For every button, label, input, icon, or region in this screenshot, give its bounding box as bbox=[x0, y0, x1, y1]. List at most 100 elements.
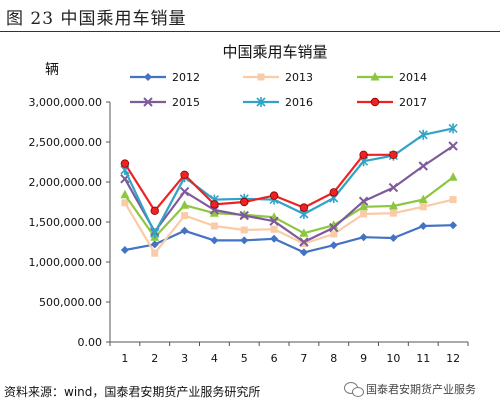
legend-label: 2015 bbox=[172, 96, 200, 109]
data-point-2012 bbox=[359, 233, 368, 242]
data-point-2013 bbox=[210, 222, 218, 230]
y-tick-label: 1,000,000.00 bbox=[29, 256, 102, 269]
legend-item-2013: 2013 bbox=[243, 71, 313, 84]
legend-label: 2016 bbox=[285, 96, 313, 109]
legend-swatch-marker bbox=[257, 73, 265, 81]
legend-swatch-marker bbox=[370, 72, 380, 81]
data-point-2017 bbox=[180, 170, 189, 179]
legend-item-2012: 2012 bbox=[130, 71, 200, 84]
source-note: 资料来源：wind，国泰君安期货产业服务研究所 bbox=[4, 385, 261, 399]
data-point-2017 bbox=[389, 150, 398, 159]
data-point-2016 bbox=[448, 123, 458, 134]
series-line-2013 bbox=[123, 198, 454, 255]
series-layer bbox=[120, 123, 458, 257]
data-point-2016 bbox=[418, 129, 428, 140]
data-point-2012 bbox=[150, 240, 159, 249]
data-point-2013 bbox=[151, 249, 159, 257]
data-point-2017 bbox=[329, 188, 338, 197]
legend-item-2017: 2017 bbox=[357, 96, 427, 109]
data-point-2012 bbox=[389, 234, 398, 242]
line-chart: 中国乘用车销量 辆 2012 2013 2014 2015 2016 2017 0.00 5… bbox=[29, 43, 469, 365]
data-point-2013 bbox=[270, 225, 278, 233]
data-point-2013 bbox=[389, 209, 397, 217]
y-tick-label: 3,000,000.00 bbox=[29, 96, 102, 109]
data-point-2017 bbox=[120, 159, 130, 168]
data-point-2017 bbox=[299, 203, 309, 212]
legend-label: 2014 bbox=[399, 71, 427, 84]
watermark-text: 国泰君安期货产业服务 bbox=[366, 383, 476, 396]
legend-label: 2013 bbox=[285, 71, 313, 84]
chart-title: 中国乘用车销量 bbox=[222, 43, 327, 61]
data-point-2017 bbox=[150, 206, 159, 215]
series-line-2015 bbox=[123, 145, 454, 244]
legend: 2012 2013 2014 2015 2016 2017 bbox=[130, 71, 427, 109]
series-2015 bbox=[120, 141, 458, 247]
data-point-2017 bbox=[359, 150, 368, 159]
legend-item-2016: 2016 bbox=[243, 96, 313, 109]
data-point-2015 bbox=[448, 141, 458, 151]
x-tick-label: 4 bbox=[211, 352, 218, 365]
data-point-2012 bbox=[449, 221, 458, 230]
x-tick-label: 6 bbox=[271, 352, 278, 365]
legend-label: 2012 bbox=[172, 71, 200, 84]
x-tick-label: 9 bbox=[360, 352, 367, 365]
figure-caption: 图 23 中国乘用车销量 bbox=[6, 9, 187, 29]
data-point-2014 bbox=[418, 194, 428, 204]
legend-item-2015: 2015 bbox=[130, 96, 200, 109]
x-tick-label: 3 bbox=[181, 352, 188, 365]
y-tick-label: 1,500,000.00 bbox=[29, 216, 102, 229]
series-line-2016 bbox=[123, 127, 454, 235]
data-point-2014 bbox=[448, 172, 458, 181]
data-point-2013 bbox=[181, 212, 189, 220]
series-line-2014 bbox=[124, 176, 454, 239]
data-point-2013 bbox=[449, 196, 457, 204]
data-point-2014 bbox=[180, 200, 190, 209]
series-line-2017 bbox=[123, 153, 394, 212]
data-point-2017 bbox=[210, 200, 219, 209]
data-point-2012 bbox=[329, 241, 338, 250]
x-tick-label: 7 bbox=[300, 352, 307, 365]
legend-item-2014: 2014 bbox=[357, 71, 427, 84]
legend-swatch-marker bbox=[370, 97, 380, 107]
y-tick-label: 2,500,000.00 bbox=[29, 136, 102, 149]
watermark bbox=[340, 378, 496, 402]
data-point-2015 bbox=[388, 182, 399, 193]
series-2013 bbox=[121, 196, 457, 257]
series-2012 bbox=[120, 221, 458, 257]
data-point-2013 bbox=[240, 226, 248, 234]
y-tick-label: 2,000,000.00 bbox=[29, 176, 102, 189]
data-point-2015 bbox=[418, 161, 428, 171]
y-axis-unit-label: 辆 bbox=[45, 62, 59, 78]
data-point-2017 bbox=[240, 197, 249, 207]
data-point-2012 bbox=[270, 234, 279, 243]
x-tick-label: 8 bbox=[330, 352, 337, 365]
data-point-2013 bbox=[419, 203, 427, 211]
series-line-2012 bbox=[124, 224, 454, 254]
data-point-2012 bbox=[180, 226, 189, 235]
data-point-2012 bbox=[240, 236, 249, 245]
legend-label: 2017 bbox=[399, 96, 427, 109]
data-point-2015 bbox=[269, 216, 279, 226]
data-point-2012 bbox=[299, 248, 308, 257]
x-tick-label: 5 bbox=[241, 352, 248, 365]
data-point-2014 bbox=[120, 189, 130, 199]
data-point-2013 bbox=[300, 240, 308, 248]
y-tick-label: 500,000.00 bbox=[39, 296, 102, 309]
caption-divider bbox=[0, 31, 500, 32]
y-tick-label: 0.00 bbox=[78, 336, 103, 349]
wechat-bubble-icon-small bbox=[352, 387, 364, 397]
data-point-2012 bbox=[210, 236, 219, 245]
data-point-2013 bbox=[121, 199, 129, 207]
x-tick-label: 12 bbox=[446, 352, 460, 365]
data-point-2014 bbox=[209, 208, 219, 217]
legend-swatch-marker bbox=[256, 97, 266, 107]
x-tick-label: 2 bbox=[151, 352, 158, 365]
data-point-2015 bbox=[239, 210, 249, 221]
x-tick-label: 10 bbox=[386, 352, 400, 365]
data-point-2014 bbox=[299, 228, 309, 237]
data-point-2012 bbox=[419, 222, 428, 230]
data-point-2013 bbox=[360, 210, 368, 218]
data-point-2013 bbox=[330, 230, 338, 238]
legend-swatch-marker bbox=[144, 73, 152, 81]
data-point-2015 bbox=[358, 196, 369, 206]
